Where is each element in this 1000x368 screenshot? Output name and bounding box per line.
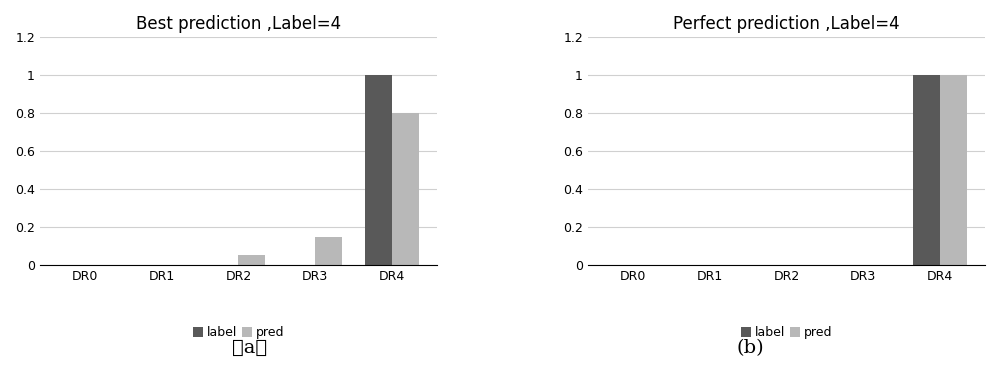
Title: Best prediction ,Label=4: Best prediction ,Label=4 xyxy=(136,15,341,33)
Title: Perfect prediction ,Label=4: Perfect prediction ,Label=4 xyxy=(673,15,900,33)
Legend: label, pred: label, pred xyxy=(736,321,837,344)
Bar xyxy=(238,255,265,265)
Bar xyxy=(315,237,342,265)
Bar xyxy=(940,75,967,265)
Bar xyxy=(913,75,940,265)
Text: (b): (b) xyxy=(736,339,764,357)
Bar xyxy=(365,75,392,265)
Legend: label, pred: label, pred xyxy=(188,321,289,344)
Text: （a）: （a） xyxy=(232,339,268,357)
Bar xyxy=(392,113,419,265)
